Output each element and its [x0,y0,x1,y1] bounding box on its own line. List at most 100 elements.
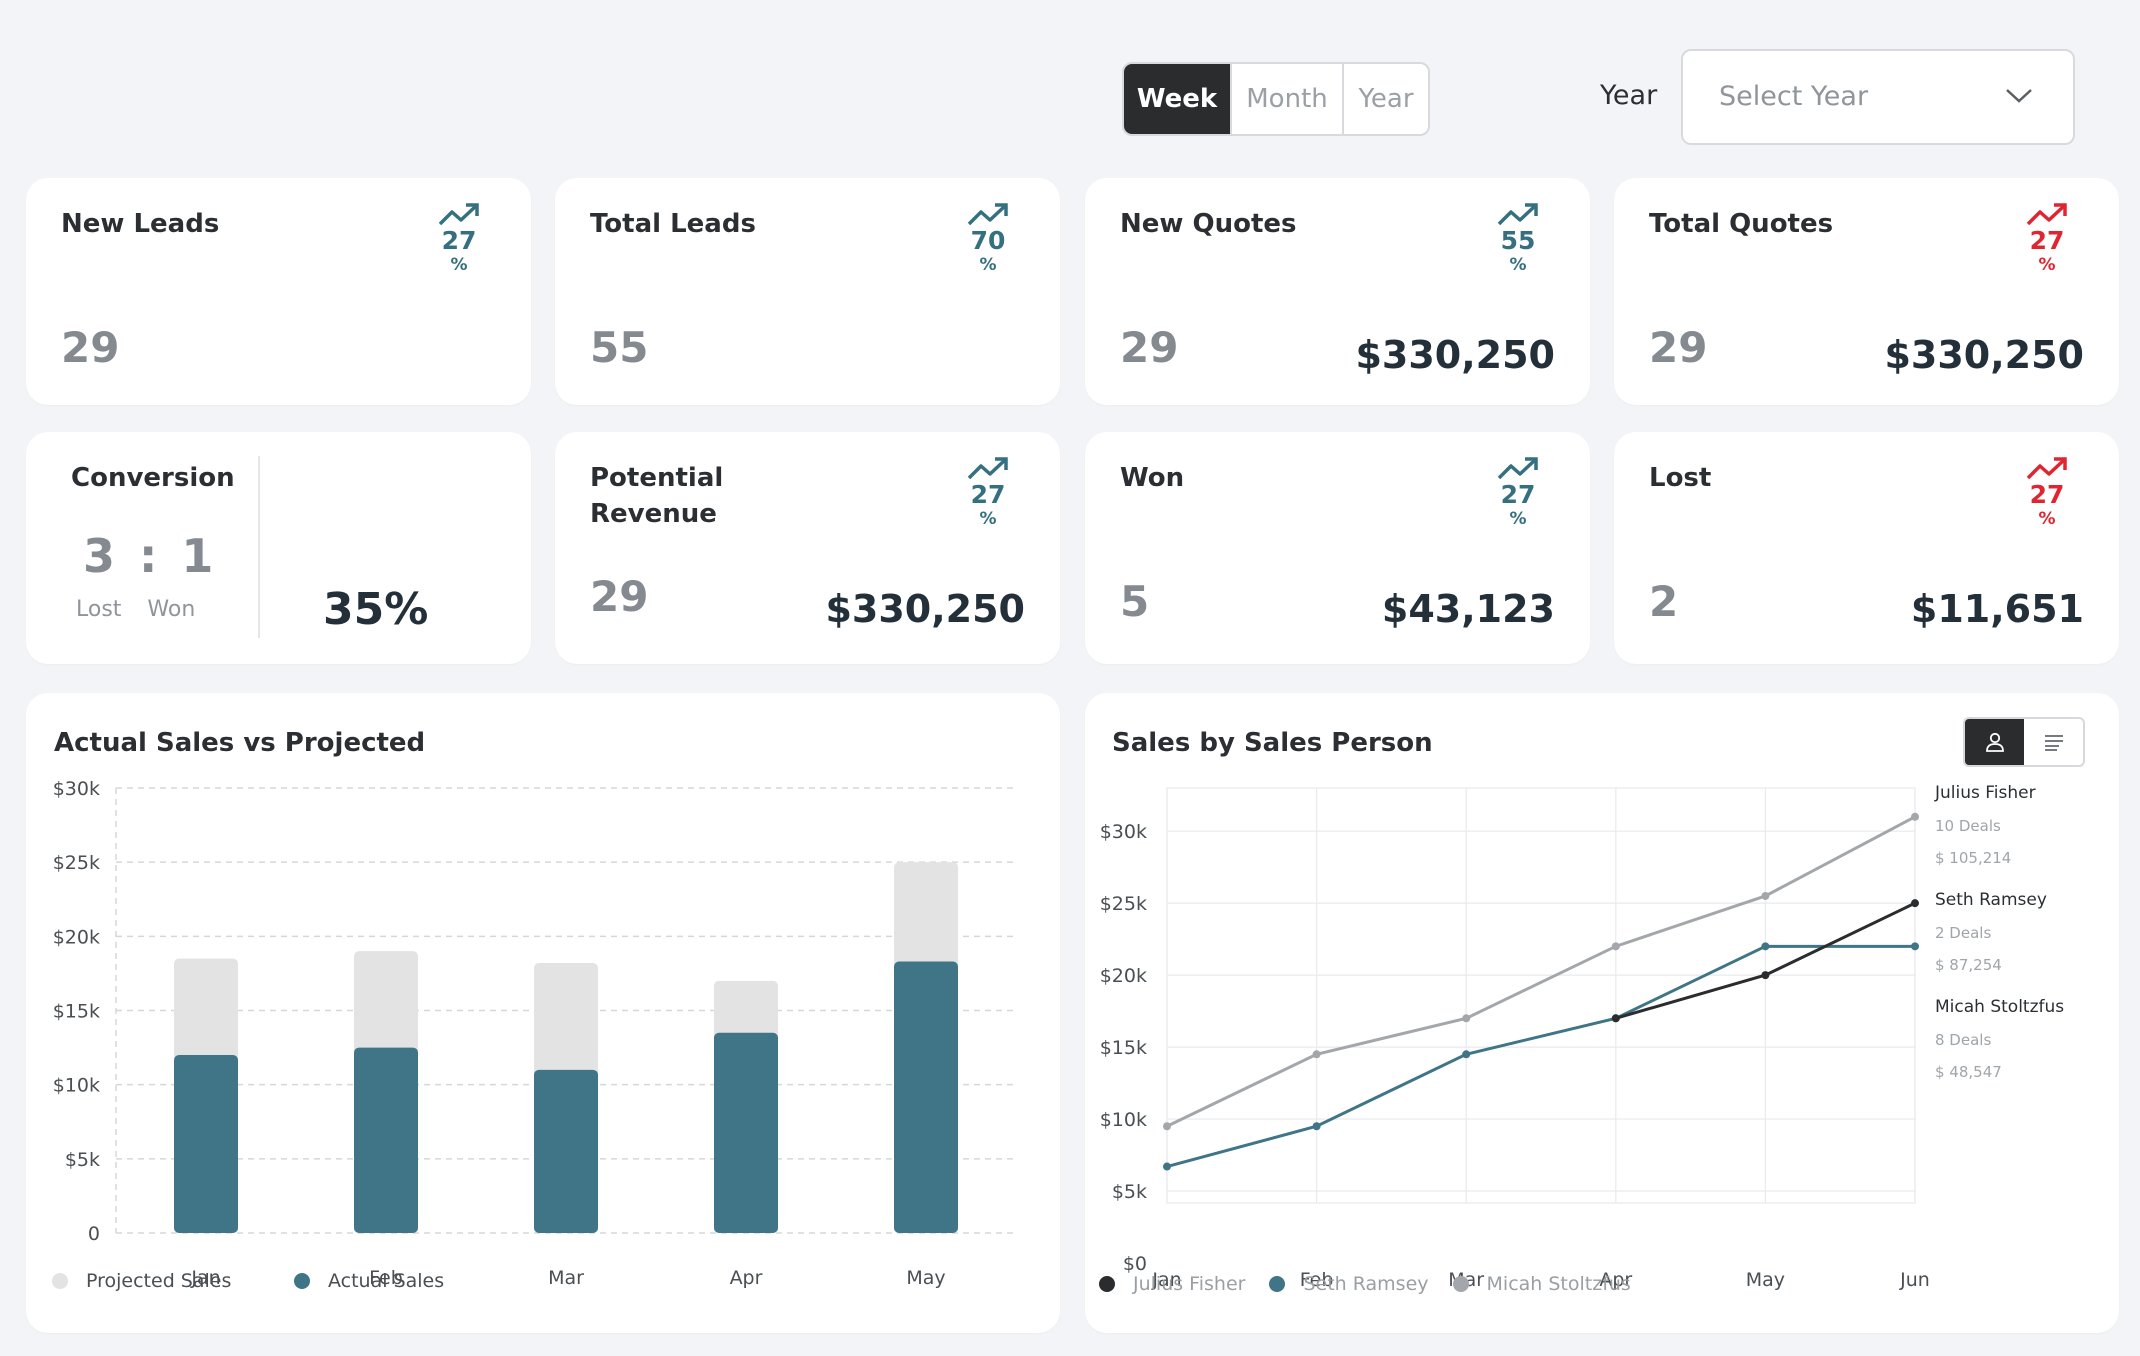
trend-percent: 27 % [970,480,1006,529]
bar-chart: 0 $5k $10k $15k $20k $25k $30k Jan Feb Mar Apr May [53,778,1016,1289]
card-new-leads: New Leads 27 % 29 [26,178,531,405]
y-tick-label: $15k [53,1001,100,1023]
data-point [1911,812,1919,821]
trend-indicator: 27 % [429,202,489,285]
card-potential-revenue: Potential Revenue 27 % 29 $330,250 [555,432,1060,664]
card-won: Won 27 % 5 $43,123 [1085,432,1590,664]
person-name: Julius Fisher [1934,783,2036,803]
legend-actual: Actual Sales [294,1270,444,1292]
card-lost: Lost 27 % 2 $11,651 [1614,432,2119,664]
legend-item-micah: Micah Stoltzfus [1452,1273,1631,1295]
trend-indicator: 55 % [1488,202,1548,285]
person-amount: $ 105,214 [1935,849,2011,867]
list-icon [2044,735,2063,751]
data-point [1911,942,1919,951]
year-select-placeholder: Select Year [1719,81,1869,112]
trend-percent: 55 % [1500,226,1536,275]
card-total-leads: Total Leads 70 % 55 [555,178,1060,405]
data-point [1163,1162,1171,1171]
amount-value: $330,250 [1884,333,2084,377]
legend-projected: Projected Sales [52,1270,231,1292]
amount-value: $11,651 [1910,587,2084,631]
trend-indicator: 27 % [958,456,1018,539]
y-tick-label: $30k [1100,821,1147,843]
card-title: Conversion [71,463,235,493]
y-tick-label: $10k [1100,1109,1147,1131]
amount-value: $330,250 [825,587,1025,631]
tab-month[interactable]: Month [1232,64,1344,134]
divider [258,456,260,638]
trend-percent: 27 % [2029,480,2065,529]
amount-value: $330,250 [1355,333,1555,377]
legend-swatch [1099,1276,1115,1292]
y-tick-label: $10k [53,1075,100,1097]
person-deals: 2 Deals [1935,924,1991,942]
card-total-quotes: Total Quotes 27 % 29 $330,250 [1614,178,2119,405]
y-tick-label: $25k [1100,893,1147,915]
legend-line: Julius Fisher Seth Ramsey Micah Stoltzfu… [1099,1273,1631,1295]
card-title: New Leads [61,209,220,239]
conversion-percent: 35% [323,584,429,635]
trend-up-icon [2026,457,2067,480]
data-point [1462,1014,1471,1023]
count-value: 29 [61,323,120,372]
x-tick-label: Mar [548,1267,584,1289]
actual-bar [534,1069,598,1233]
person-icon [1985,732,2004,752]
count-value: 55 [590,323,649,372]
legend-swatch [52,1273,68,1289]
count-value: 5 [1120,577,1150,626]
y-tick-label: $0 [1123,1253,1147,1275]
card-title: Lost [1649,463,1712,493]
card-new-quotes: New Quotes 55 % 29 $330,250 [1085,178,1590,405]
view-toggle [1963,717,2085,767]
tab-week[interactable]: Week [1124,64,1232,134]
y-tick-label: $30k [53,778,100,800]
tab-year[interactable]: Year [1358,84,1414,114]
actual-bar [354,1047,418,1233]
actual-bar [174,1055,238,1233]
legend-label: Julius Fisher [1133,1273,1246,1295]
trend-percent: 70 % [970,226,1006,275]
card-title: Potential Revenue [590,463,724,529]
legend-label: Projected Sales [86,1270,232,1292]
panel-title: Sales by Sales Person [1112,728,1433,758]
person-deals: 8 Deals [1935,1031,1991,1049]
actual-bar [714,1032,778,1233]
legend-item-julius: Julius Fisher [1099,1273,1245,1295]
y-tick-label: $15k [1100,1037,1147,1059]
y-tick-label: 0 [88,1223,100,1245]
list-view-button[interactable] [2024,719,2083,765]
trend-indicator: 70 % [958,202,1018,285]
x-tick-label: Jan [190,1267,220,1289]
y-tick-label: $20k [53,926,100,948]
data-point [1312,1122,1321,1131]
data-point [1462,1050,1471,1059]
legend-label: Micah Stoltzfus [1486,1273,1631,1295]
year-select[interactable]: Select Year [1681,49,2075,145]
person-view-button[interactable] [1965,719,2024,765]
chevron-down-icon [2006,89,2032,103]
trend-up-icon [2026,203,2067,226]
count-value: 2 [1649,577,1679,626]
data-point [1163,1122,1171,1131]
data-point [1761,942,1770,951]
x-tick-label: Apr [1599,1269,1632,1291]
person-amount: $ 87,254 [1935,956,2002,974]
trend-percent: 27 % [441,226,477,275]
won-label: Won [147,597,196,622]
legend-label: Actual Sales [328,1270,445,1292]
line-chart: JanFebMarAprMayJun$0$5k$10k$15k$20k$25k$… [1100,783,2065,1291]
trend-indicator: 27 % [2017,456,2077,539]
x-tick-label: Feb [1300,1269,1334,1291]
count-value: 29 [1649,323,1708,372]
legend-item-seth: Seth Ramsey [1269,1273,1429,1295]
trend-up-icon [1497,457,1538,480]
trend-up-icon [967,203,1008,226]
card-title: Won [1120,463,1185,493]
ratio-labels: Lost Won [76,597,221,622]
x-tick-label: May [906,1267,945,1289]
y-tick-label: $5k [1112,1181,1147,1203]
x-tick-label: Apr [730,1267,763,1289]
legend-label: Seth Ramsey [1303,1273,1429,1295]
